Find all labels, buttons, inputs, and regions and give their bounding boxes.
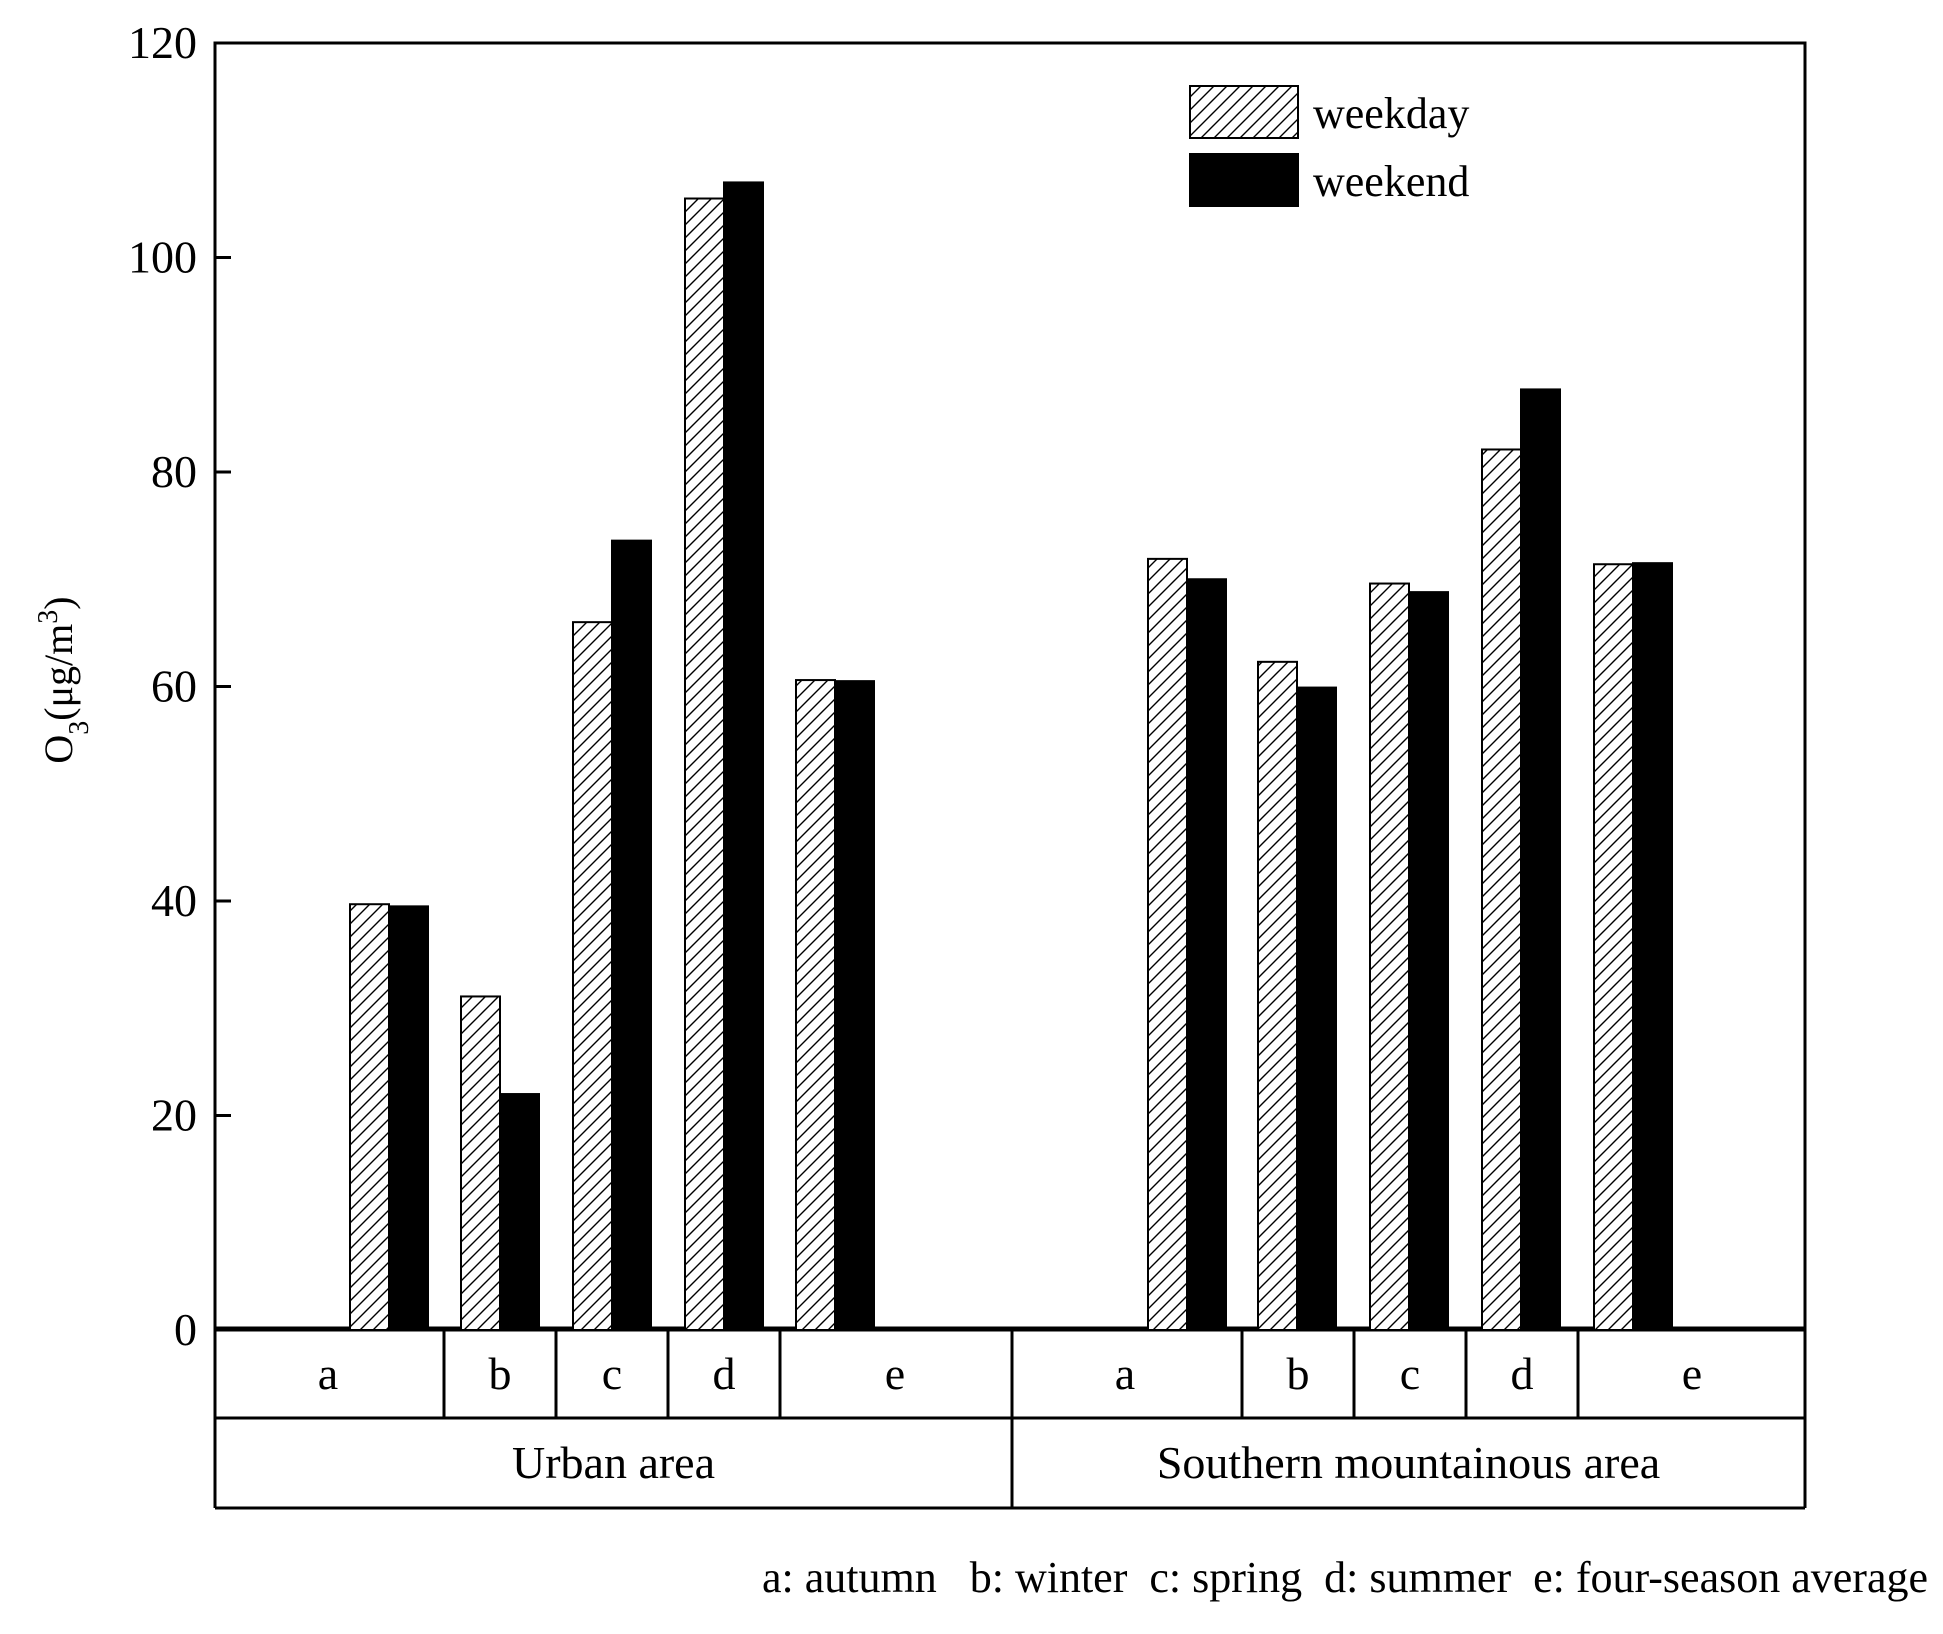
bar-weekend <box>1520 388 1561 1332</box>
bar-weekend <box>834 680 875 1331</box>
bar-weekend <box>388 905 429 1331</box>
bar-weekend <box>723 181 764 1331</box>
category-label: c <box>602 1348 622 1399</box>
bar-weekend <box>1632 562 1673 1331</box>
bar-weekend <box>611 539 652 1331</box>
y-axis-title: O3(μg/m3) <box>33 596 95 763</box>
plot-frame <box>213 41 1807 1330</box>
y-tick-label: 40 <box>151 875 197 926</box>
legend: weekday weekend <box>1189 85 1469 207</box>
bar-weekday <box>684 197 725 1332</box>
category-label: c <box>1400 1348 1420 1399</box>
bar-weekday <box>795 679 836 1331</box>
bar-weekday <box>349 903 390 1332</box>
bar-weekday <box>1369 582 1410 1331</box>
bar-weekend <box>1186 578 1227 1331</box>
category-axis-table: a b c d e Urban area a b c d e Southern mountainous… <box>213 43 1807 1510</box>
category-label: e <box>885 1348 905 1399</box>
bar-weekday <box>1593 563 1634 1331</box>
y-axis: 0 20 40 60 80 100 120 <box>128 17 231 1355</box>
bar-weekday <box>460 995 501 1331</box>
bar-weekend <box>1408 591 1449 1331</box>
y-tick-label: 80 <box>151 446 197 497</box>
legend-swatch-weekend <box>1189 153 1299 207</box>
legend-label-weekend: weekend <box>1313 157 1469 206</box>
bar-weekday <box>1147 557 1188 1331</box>
group-label: Urban area <box>512 1437 715 1488</box>
category-label: e <box>1682 1348 1702 1399</box>
category-label: a <box>1115 1348 1135 1399</box>
category-label: b <box>489 1348 512 1399</box>
bar-weekday <box>572 621 613 1331</box>
category-label: b <box>1287 1348 1310 1399</box>
bar-weekday <box>1481 448 1522 1332</box>
category-label: d <box>713 1348 736 1399</box>
legend-swatch-weekday <box>1189 85 1299 139</box>
y-tick-label: 20 <box>151 1090 197 1141</box>
bar-weekend <box>1296 686 1337 1331</box>
y-tick-label: 120 <box>128 17 197 68</box>
y-tick-label: 0 <box>174 1304 197 1355</box>
footnote: a: autumn b: winter c: spring d: summer … <box>762 1553 1928 1602</box>
category-label: d <box>1511 1348 1534 1399</box>
bar-weekday <box>1257 660 1298 1331</box>
legend-label-weekday: weekday <box>1313 89 1469 138</box>
bar-series <box>349 181 1673 1332</box>
y-tick-label: 100 <box>128 232 197 283</box>
category-label: a <box>318 1348 338 1399</box>
y-tick-label: 60 <box>151 661 197 712</box>
bar-weekend <box>499 1093 540 1332</box>
group-label: Southern mountainous area <box>1157 1437 1660 1488</box>
